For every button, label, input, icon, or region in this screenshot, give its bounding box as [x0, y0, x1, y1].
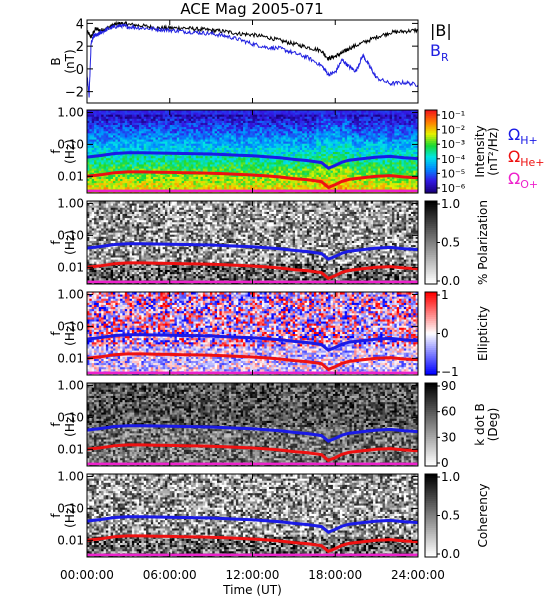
- legend-b-total: |B|: [430, 21, 452, 40]
- figure-title: ACE Mag 2005-071: [180, 0, 323, 18]
- y-tick-label: 4: [76, 17, 84, 32]
- b-field-panel: 420−2B(nT): [49, 17, 418, 103]
- y-axis-unit: (nT): [63, 49, 77, 73]
- y-axis-label: B: [49, 57, 63, 65]
- intensity-panel: 1.000.100.01f(Hz)10⁻¹10⁻²10⁻³10⁻⁴10⁻⁵10⁻…: [49, 106, 500, 195]
- y-tick-label: −2: [65, 86, 84, 101]
- legend-b-r: BR: [430, 41, 449, 64]
